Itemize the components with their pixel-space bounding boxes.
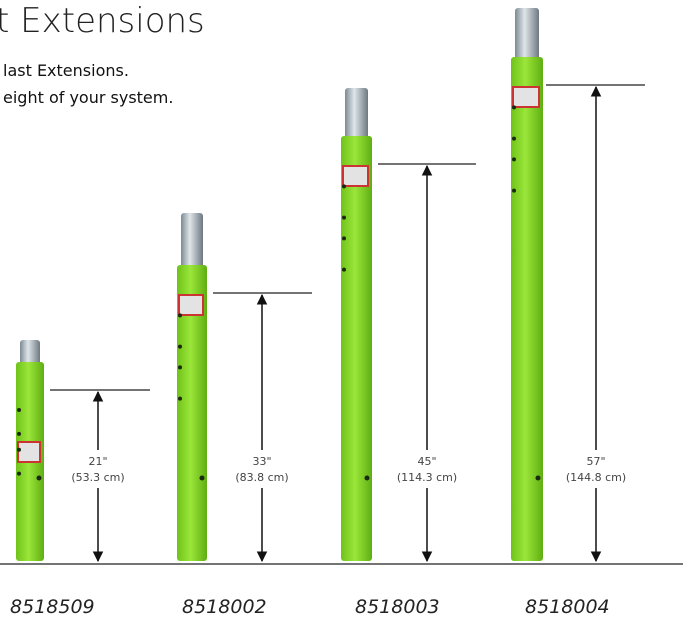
dimension-height: 33" bbox=[252, 455, 271, 468]
model-number: 8518002 bbox=[182, 596, 267, 617]
pole-sticker bbox=[512, 86, 540, 108]
pole-tube bbox=[20, 340, 40, 366]
dimension-height-metric: (144.8 cm) bbox=[566, 471, 626, 484]
pole-hole bbox=[342, 267, 346, 272]
dimension-label-bg bbox=[562, 450, 630, 488]
pole-hole bbox=[178, 344, 182, 349]
pole-hole bbox=[364, 475, 370, 481]
model-number: 8518004 bbox=[525, 596, 610, 617]
pole-body bbox=[511, 57, 543, 561]
pole-tube bbox=[345, 88, 368, 140]
model-number: 8518509 bbox=[10, 596, 95, 617]
dimension-label-bg bbox=[64, 450, 132, 488]
model-number: 8518003 bbox=[355, 596, 440, 617]
pole-hole bbox=[17, 447, 21, 452]
dimension-height-metric: (114.3 cm) bbox=[397, 471, 457, 484]
dimension-height: 57" bbox=[586, 455, 605, 468]
pole-body bbox=[341, 136, 372, 561]
subtitle: last Extensions. bbox=[3, 61, 129, 80]
pole-tube bbox=[181, 213, 203, 269]
pole-hole bbox=[17, 407, 21, 412]
subtitle: eight of your system. bbox=[3, 88, 173, 107]
pole-hole bbox=[342, 236, 346, 241]
pole-hole bbox=[512, 105, 516, 110]
title: t Extensions bbox=[0, 1, 205, 41]
dimension-label-bg bbox=[393, 450, 461, 488]
pole-hole bbox=[199, 475, 205, 481]
pole-hole bbox=[17, 431, 21, 436]
pole-sticker bbox=[178, 294, 204, 316]
dimension-height: 45" bbox=[417, 455, 436, 468]
pole-hole bbox=[178, 396, 182, 401]
dimension-height-metric: (83.8 cm) bbox=[235, 471, 288, 484]
pole-hole bbox=[178, 365, 182, 370]
pole-sticker bbox=[342, 165, 369, 187]
dimension-height-metric: (53.3 cm) bbox=[71, 471, 124, 484]
pole-hole bbox=[512, 188, 516, 193]
pole-hole bbox=[512, 157, 516, 162]
pole-hole bbox=[535, 475, 541, 481]
dimension-label-bg bbox=[228, 450, 296, 488]
dimension-height: 21" bbox=[88, 455, 107, 468]
pole-hole bbox=[512, 136, 516, 141]
pole-hole bbox=[342, 215, 346, 220]
pole-hole bbox=[178, 313, 182, 318]
pole-tube bbox=[515, 8, 539, 61]
pole-sticker bbox=[17, 441, 41, 463]
pole-hole bbox=[36, 475, 42, 481]
pole-hole bbox=[342, 184, 346, 189]
pole-body bbox=[177, 265, 207, 561]
pole-hole bbox=[17, 471, 21, 476]
